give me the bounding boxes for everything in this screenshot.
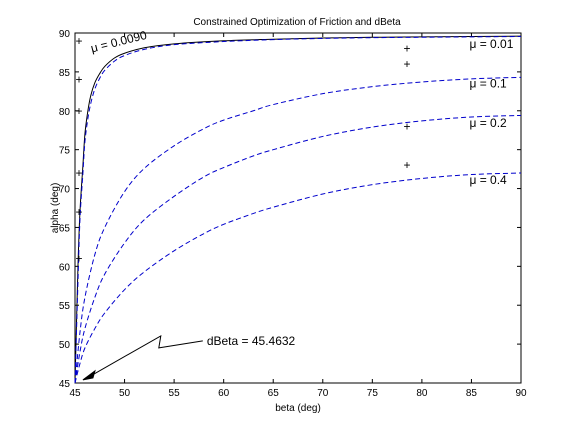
plot-frame [74,32,522,384]
y-tick-label: 80 [59,107,71,118]
x-tick-label: 45 [69,388,81,399]
series-line-2 [74,76,522,384]
y-tick-label: 75 [59,146,71,157]
y-tick-label: 90 [59,29,71,40]
plus-marker: + [404,42,411,56]
y-tick-label: 45 [59,379,71,390]
y-tick-label: 65 [59,223,71,234]
series-line-3 [74,114,522,384]
x-tick-label: 85 [466,388,478,399]
annotation-arrow-line [88,334,203,378]
series-line-4 [74,172,522,384]
x-tick-label: 70 [317,388,329,399]
series-layer [74,35,522,384]
curve-label: μ = 0.0090 [89,28,148,56]
curve-label: μ = 0.1 [469,76,507,90]
curve-label: μ = 0.01 [469,37,513,51]
y-axis-label: alpha (deg) [50,183,61,234]
x-tick-label: 60 [218,388,230,399]
curve-label: μ = 0.2 [469,116,507,130]
annotation-arrowhead [82,369,96,381]
curve-label: μ = 0.4 [469,173,507,187]
plus-marker: + [75,166,82,180]
y-tick-label: 50 [59,340,71,351]
x-tick-label: 50 [119,388,131,399]
y-tick-label: 85 [59,68,71,79]
x-tick-label: 80 [416,388,428,399]
plus-marker: + [404,119,411,133]
plus-marker: + [75,73,82,87]
series-line-1 [74,36,522,384]
y-tick-label: 70 [59,185,71,196]
y-tick-label: 55 [59,301,71,312]
x-tick-label: 90 [515,388,527,399]
x-tick-label: 65 [268,388,280,399]
plus-marker: + [75,104,82,118]
x-tick-label: 55 [169,388,181,399]
x-axis-label: beta (deg) [275,403,321,414]
annotation-layer: dBeta = 45.4632 [82,334,296,381]
plus-marker: + [404,158,411,172]
label-layer: μ = 0.0090 μ = 0.01 μ = 0.1 μ = 0.2 μ = 0.4 [89,28,514,187]
plus-marker: + [75,252,82,266]
plus-marker: + [75,205,82,219]
x-tick-label: 75 [367,388,379,399]
y-tick-label: 60 [59,262,71,273]
plus-marker: + [75,34,82,48]
dbeta-annotation: dBeta = 45.4632 [207,334,296,348]
series-line-0 [74,35,522,384]
marker-layer: ++++++++++ [75,34,410,266]
plus-marker: + [404,57,411,71]
chart-title: Constrained Optimization of Friction and… [193,17,401,28]
